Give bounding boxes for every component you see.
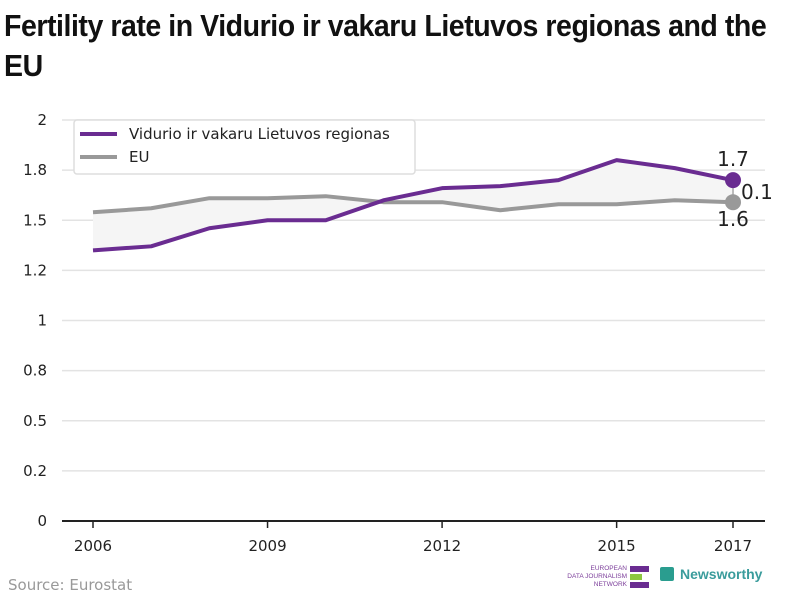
eu-end-point — [725, 194, 741, 211]
x-tick-label: 2012 — [423, 537, 461, 555]
newsworthy-logo: Newsworthy — [660, 566, 762, 582]
edjn-logo: EUROPEAN DATA JOURNALISM NETWORK — [565, 565, 649, 591]
y-tick-label: 1.8 — [23, 161, 47, 179]
edjn-line-3: NETWORK — [593, 581, 627, 588]
region-end-label: 1.7 — [717, 147, 749, 171]
y-tick-label: 0 — [37, 512, 47, 530]
y-tick-label: 2 — [37, 111, 47, 129]
x-tick-label: 2017 — [714, 537, 752, 555]
x-tick-label: 2015 — [598, 537, 636, 555]
x-tick-label: 2009 — [248, 537, 286, 555]
y-tick-label: 0.8 — [23, 362, 47, 380]
region-end-point — [725, 172, 741, 189]
source-note: Source: Eurostat — [8, 576, 133, 594]
y-tick-label: 1 — [37, 312, 47, 330]
legend-label-region: Vidurio ir vakaru Lietuvos regionas — [129, 125, 390, 143]
difference-label: 0.1 — [741, 180, 773, 204]
legend-label-eu: EU — [129, 148, 149, 166]
eu-end-label: 1.6 — [717, 207, 749, 231]
edjn-bar-top — [630, 566, 649, 572]
y-tick-label: 1.2 — [23, 261, 47, 279]
edjn-bar-middle — [630, 574, 642, 580]
difference-band — [93, 160, 733, 251]
newsworthy-chart-icon — [660, 567, 674, 581]
y-tick-label: 0.5 — [23, 412, 47, 430]
edjn-line-1: EUROPEAN — [590, 565, 627, 572]
eu-line — [92, 194, 734, 215]
edjn-bar-bottom — [630, 582, 649, 588]
y-tick-label: 0.2 — [23, 462, 47, 480]
region-line — [92, 158, 734, 253]
y-tick-label: 1.5 — [23, 211, 47, 229]
edjn-line-2: DATA JOURNALISM — [567, 573, 627, 580]
legend-box — [73, 119, 416, 175]
x-tick-label: 2006 — [74, 537, 112, 555]
chart-title: Fertility rate in Vidurio ir vakaru Liet… — [4, 8, 767, 83]
newsworthy-label: Newsworthy — [680, 566, 763, 582]
